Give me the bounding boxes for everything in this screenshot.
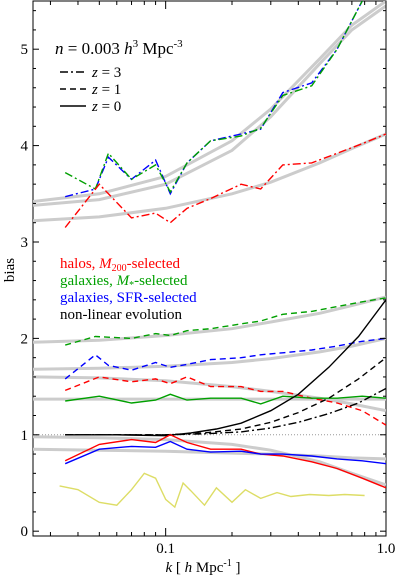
redshift-legend: z = 3z = 1z = 0	[60, 65, 121, 115]
series-line	[65, 1, 363, 198]
x-axis-label: k [ h Mpc-1 ]	[165, 558, 240, 576]
series-line	[59, 472, 365, 509]
model-fit-curves	[33, 1, 386, 487]
model-fit-curve	[33, 1, 386, 203]
redshift-legend-label: z = 1	[91, 82, 121, 98]
y-tick-label: 2	[21, 331, 29, 347]
y-tick-label: 3	[21, 235, 29, 251]
sample-legend-entry: halos, M200-selected	[60, 256, 180, 274]
axis-ticks: 0 1 2 3 4 5 0.1 1.0	[21, 1, 396, 557]
model-fit-curve	[33, 4, 386, 207]
series-line	[64, 337, 386, 380]
series-line	[65, 299, 386, 437]
series-line	[65, 357, 386, 436]
series-line	[65, 393, 386, 405]
y-tick-label: 1	[21, 428, 29, 444]
model-fit-curve	[33, 295, 386, 344]
series-line	[64, 376, 386, 426]
data-series	[59, 1, 386, 509]
series-line	[64, 133, 386, 228]
series-line	[64, 434, 386, 489]
redshift-legend-label: z = 3	[91, 65, 121, 81]
model-fit-curve	[33, 132, 386, 223]
plot-frame	[32, 0, 387, 537]
density-annotation: n = 0.003 h3 Mpc-3	[55, 38, 183, 58]
x-tick-label: 1.0	[377, 541, 396, 557]
model-fit-curve	[33, 447, 386, 461]
series-line	[65, 297, 386, 346]
y-axis-label: bias	[2, 258, 18, 282]
sample-legend-entry: galaxies, SFR-selected	[60, 290, 197, 306]
y-tick-label: 5	[21, 42, 29, 58]
sample-legend-entry: galaxies, M*-selected	[60, 273, 188, 291]
series-line	[65, 387, 386, 436]
y-tick-label: 4	[21, 139, 29, 155]
model-fit-curve	[33, 336, 386, 371]
sample-legend-entry: non-linear evolution	[60, 307, 183, 323]
series-line	[64, 1, 363, 194]
series-line	[64, 440, 386, 465]
model-fit-curve	[33, 435, 386, 487]
x-tick-label: 0.1	[156, 541, 175, 557]
redshift-legend-label: z = 0	[91, 99, 121, 115]
y-tick-label: 0	[21, 524, 29, 540]
